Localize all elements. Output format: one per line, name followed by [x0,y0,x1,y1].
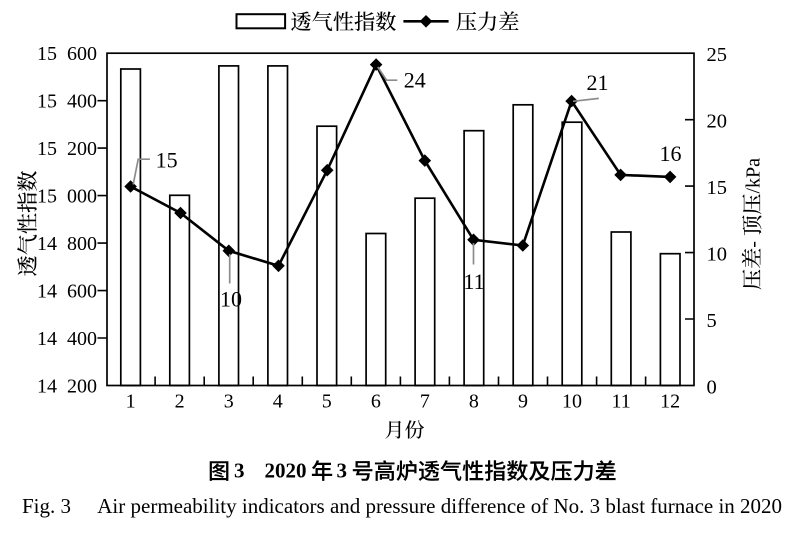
svg-text:10: 10 [220,287,242,312]
svg-text:14 200: 14 200 [37,376,97,398]
svg-text:15: 15 [707,177,728,199]
svg-text:15 200: 15 200 [37,138,97,160]
svg-text:5: 5 [707,310,717,332]
svg-text:-: - [743,241,765,248]
svg-text:15 400: 15 400 [37,91,97,113]
svg-text:11: 11 [463,269,484,294]
svg-text:5: 5 [322,391,332,413]
svg-text:20: 20 [707,111,728,133]
svg-text:3: 3 [234,459,245,483]
svg-text:4: 4 [273,391,283,413]
svg-text:14 600: 14 600 [37,281,97,303]
svg-text:12: 12 [660,391,680,413]
svg-text:15: 15 [156,147,178,172]
svg-text:14 800: 14 800 [37,233,97,255]
svg-text:2: 2 [175,391,185,413]
svg-text:21: 21 [587,70,609,95]
svg-text:11: 11 [611,391,630,413]
svg-text:3: 3 [337,459,348,483]
svg-text:3: 3 [224,391,234,413]
svg-text:1: 1 [126,391,136,413]
svg-text:16: 16 [660,141,682,166]
svg-text:8: 8 [469,391,479,413]
svg-text:14 400: 14 400 [37,328,97,350]
svg-text:0: 0 [707,377,717,399]
svg-text:Fig. 3 Air permeability indic: Fig. 3 Air permeability indicators and p… [22,494,782,518]
svg-text:24: 24 [404,68,426,93]
svg-text:15 000: 15 000 [37,186,97,208]
svg-text:9: 9 [518,391,528,413]
svg-text:25: 25 [707,44,728,66]
svg-text:15 600: 15 600 [37,43,97,65]
svg-text:7: 7 [420,391,430,413]
svg-text:/kPa: /kPa [743,158,765,194]
svg-text:6: 6 [371,391,381,413]
svg-text:10: 10 [562,391,582,413]
svg-text:10: 10 [707,244,728,266]
svg-text:2020: 2020 [265,459,307,483]
